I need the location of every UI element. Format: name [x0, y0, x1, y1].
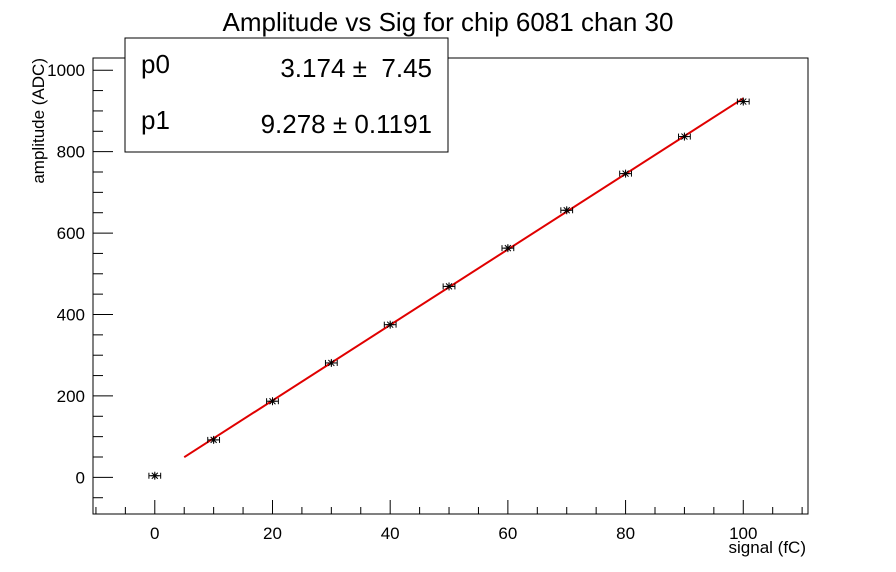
fit-stats-box: p0 3.174 ± 7.45 p1 9.278 ± 0.1191 [124, 37, 449, 153]
x-tick-label: 40 [381, 524, 400, 543]
x-tick-label: 80 [616, 524, 635, 543]
marker-stroke [151, 472, 159, 480]
fit-param-error-text: 0.1191 [354, 109, 432, 139]
marker-stroke [681, 133, 688, 140]
x-tick-label: 20 [263, 524, 282, 543]
fit-param-value-text: 3.174 [280, 53, 345, 83]
fit-line [183, 97, 744, 459]
marker-stroke [269, 397, 276, 405]
marker-stroke [327, 359, 335, 367]
x-tick-label: 60 [498, 524, 517, 543]
data-point [207, 435, 221, 444]
data-point [736, 97, 750, 106]
y-tick-label: 800 [57, 143, 85, 162]
data-point [148, 471, 162, 480]
fit-param-value: 9.278 ± 0.1191 [261, 109, 432, 139]
plus-minus-sign: ± [333, 109, 347, 139]
marker-stroke [386, 321, 394, 329]
marker-stroke [739, 98, 747, 105]
data-point [266, 397, 279, 406]
plot-frame [92, 57, 809, 515]
y-tick-label: 600 [57, 224, 85, 243]
data-point [501, 244, 515, 253]
fit-param-name: p1 [141, 105, 170, 135]
data-point [383, 320, 397, 329]
data-point [324, 358, 338, 367]
y-tick-label: 200 [57, 387, 85, 406]
x-tick-label: 0 [150, 524, 159, 543]
y-axis-label: amplitude (ADC) [29, 58, 48, 184]
marker-stroke [210, 436, 217, 444]
fit-param-value: 3.174 ± 7.45 [280, 53, 432, 83]
fit-param-error-text: 7.45 [381, 53, 432, 83]
y-tick-label: 400 [57, 306, 85, 325]
y-tick-label: 1000 [47, 61, 85, 80]
fit-param-value-text: 9.278 [261, 109, 326, 139]
chart-title: Amplitude vs Sig for chip 6081 chan 30 [223, 7, 674, 37]
fit-param-name: p0 [141, 49, 170, 79]
data-point [442, 282, 456, 291]
marker-stroke [563, 206, 571, 214]
x-tick-label: 100 [729, 524, 757, 543]
marker-stroke [622, 170, 629, 177]
data-point [619, 169, 632, 178]
marker-stroke [445, 283, 453, 290]
marker-stroke [504, 244, 512, 252]
plus-minus-sign: ± [353, 53, 367, 83]
y-tick-label: 0 [76, 468, 85, 487]
data-point [678, 132, 691, 141]
data-point [560, 206, 574, 215]
x-axis-label: signal (fC) [729, 538, 806, 557]
